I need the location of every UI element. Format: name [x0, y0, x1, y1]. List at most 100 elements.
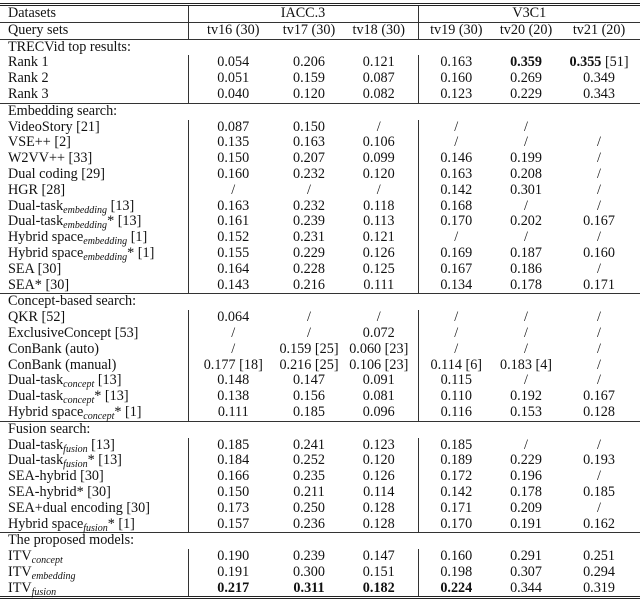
table-row: SEA+dual encoding [30] 0.173 0.250 0.128 0.1…: [0, 499, 640, 517]
score-cell: 0.251: [583, 548, 615, 565]
score-cell: 0.239: [293, 548, 325, 565]
score-cell: 0.120: [293, 85, 325, 102]
method-name: SEA+dual encoding [30]: [0, 500, 189, 517]
section-header-row: The proposed models:: [0, 532, 640, 550]
score-cell: 0.189: [440, 452, 473, 469]
method-subscript: fusion: [83, 522, 108, 534]
score-cell: 0.134: [440, 276, 473, 293]
table-row: Dual-taskembedding* [13] 0.161 0.239 0.113 0…: [0, 214, 640, 232]
score-cell: 0.159: [293, 70, 325, 87]
method-name: ITVembedding: [0, 564, 189, 581]
score-cell: 0.190: [217, 548, 250, 565]
score-cell: 0.192: [510, 388, 542, 405]
score-cell: 0.147: [340, 548, 419, 565]
score-cell: 0.224: [418, 580, 494, 598]
score-cell: 0.111: [340, 277, 419, 294]
score-cell: 0.087: [340, 70, 419, 87]
score-cell: 0.157: [217, 515, 250, 532]
score-cell: 0.269: [510, 70, 542, 87]
score-cell: 0.159 [25]: [279, 340, 339, 357]
score-cell: 0.307: [510, 563, 542, 580]
score-cell: 0.162: [583, 515, 615, 532]
score-cell: /: [597, 372, 601, 389]
score-cell: 0.184: [217, 452, 250, 469]
method-name: SEA-hybrid [30]: [0, 468, 189, 485]
score-cell: 0.138: [217, 388, 250, 405]
score-cell: 0.228: [293, 260, 325, 277]
score-value-bold: 0.182: [362, 579, 395, 596]
method-name: Hybrid spaceembedding [1]: [0, 229, 189, 248]
table-row: ITVembedding 0.191 0.300 0.151 0.198 0.307 0.2…: [0, 563, 640, 581]
score-cell: 0.147: [293, 372, 325, 389]
score-cell: 0.123: [440, 85, 473, 102]
score-cell: /: [524, 436, 528, 453]
method-subscript: embedding: [63, 204, 108, 216]
score-cell: 0.106 [23]: [340, 357, 419, 374]
header-row-querysets: Query sets tv16 (30) tv17 (30) tv18 (30)…: [0, 21, 640, 40]
score-cell: /: [231, 340, 236, 357]
score-cell: /: [454, 118, 459, 135]
score-cell: 0.217: [188, 579, 278, 598]
score-value-bold: 0.359: [510, 54, 542, 71]
section-header-row: Concept-based search:: [0, 293, 640, 311]
table-row: VideoStory [21] 0.087 0.150 / / /: [0, 118, 640, 136]
score-cell: /: [454, 229, 459, 246]
table-row: ITVfusion 0.217 0.311 0.182 0.224 0.344 0.319: [0, 579, 640, 598]
score-cell: /: [597, 340, 601, 357]
score-cell: 0.199: [510, 150, 542, 167]
score-cell: 0.160: [440, 70, 473, 87]
section-title: Fusion search:: [0, 420, 640, 438]
score-cell: 0.211: [293, 483, 325, 500]
table-row: ConBank (auto) / 0.159 [25] 0.060 [23] / / /: [0, 340, 640, 358]
section-header-row: TRECVid top results:: [0, 38, 640, 56]
table-row: W2VV++ [33] 0.150 0.207 0.099 0.146 0.199 /: [0, 150, 640, 167]
score-cell: 0.151: [340, 564, 419, 581]
table-row: ITVconcept 0.190 0.239 0.147 0.160 0.291 0.251: [0, 548, 640, 566]
table-row: Hybrid spaceembedding* [1] 0.155 0.229 0.12…: [0, 244, 640, 262]
score-cell: /: [597, 197, 601, 214]
score-cell: [558, 120, 640, 136]
score-cell: /: [524, 309, 528, 326]
table-row: SEA-hybrid [30] 0.166 0.235 0.126 0.172 0.196…: [0, 468, 640, 485]
score-cell: 0.229: [293, 244, 325, 261]
method-subscript: embedding: [83, 236, 128, 248]
score-cell: /: [597, 356, 601, 373]
queryset-tv17: tv17 (30): [278, 21, 340, 40]
score-cell: 0.172: [440, 468, 473, 485]
score-cell: 0.099: [340, 150, 419, 167]
score-value-bold: 0.355: [569, 54, 602, 71]
score-cell: 0.344: [510, 579, 542, 596]
score-cell: 0.319: [583, 579, 615, 596]
method-subscript: embedding: [63, 220, 108, 232]
method-name: Hybrid spacefusion* [1]: [0, 516, 189, 534]
section-header-row: Embedding search:: [0, 102, 640, 120]
method-name: Dual-taskconcept* [13]: [0, 388, 189, 406]
score-cell: /: [597, 150, 601, 167]
score-cell: 0.142: [440, 181, 473, 198]
score-cell: 0.196: [510, 468, 542, 485]
score-cell: 0.191: [510, 515, 542, 532]
score-cell: 0.208: [510, 165, 542, 182]
score-cell: 0.146: [440, 150, 473, 167]
table-row: ExclusiveConcept [53] / / 0.072 / / /: [0, 325, 640, 342]
score-cell: 0.171: [583, 276, 615, 293]
score-cell: 0.128: [340, 500, 419, 517]
score-cell: 0.182: [340, 579, 419, 598]
score-cell: 0.206: [293, 54, 325, 71]
method-name: Dual-taskembedding* [13]: [0, 214, 189, 232]
score-cell: 0.252: [293, 452, 325, 469]
method-name: ExclusiveConcept [53]: [0, 325, 189, 342]
score-cell: 0.060 [23]: [340, 341, 419, 358]
score-cell: 0.166: [217, 468, 250, 485]
section-title: Embedding search:: [0, 102, 640, 120]
table-row: Rank 1 0.054 0.206 0.121 0.163 0.359 0.355 [51…: [0, 54, 640, 72]
score-cell: /: [597, 165, 601, 182]
score-cell: 0.072: [340, 325, 419, 342]
score-cell: 0.110: [440, 388, 472, 405]
score-cell: /: [524, 340, 528, 357]
method-name: ConBank (auto): [0, 341, 189, 358]
score-cell: 0.198: [440, 563, 473, 580]
score-cell: 0.143: [217, 276, 250, 293]
score-cell: 0.250: [293, 499, 325, 516]
score-value-bold: 0.217: [217, 579, 250, 596]
